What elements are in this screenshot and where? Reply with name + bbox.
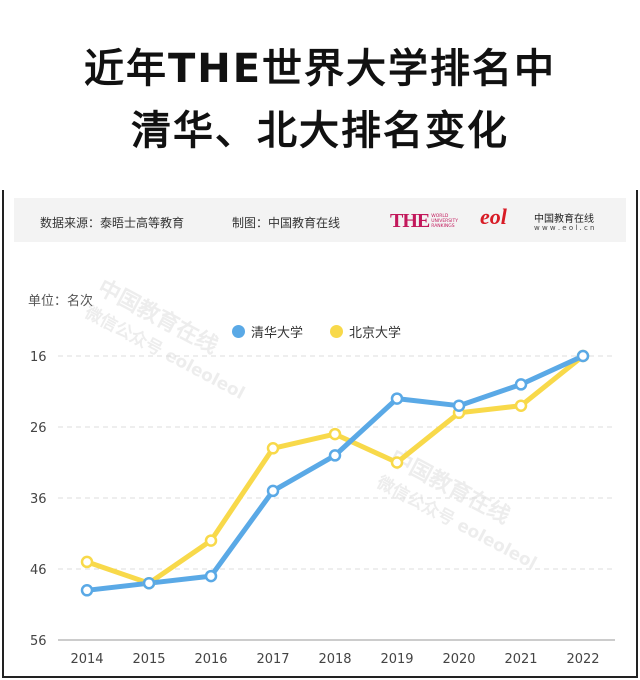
y-tick-label: 56 — [30, 634, 47, 649]
data-point — [514, 378, 528, 391]
title-line-1: 近年THE世界大学排名中 — [83, 46, 557, 92]
x-tick-label: 2015 — [132, 652, 165, 667]
eol-logo-mark: eol — [480, 204, 507, 229]
data-point — [80, 555, 94, 569]
data-point — [390, 456, 404, 469]
the-rankings-logo: THE WORLD UNIVERSITY RANKINGS — [390, 209, 458, 233]
data-point — [266, 442, 280, 455]
the-logo-sub-2: UNIVERSITY — [431, 218, 458, 224]
x-tick-label: 2022 — [566, 652, 599, 667]
y-tick-label: 36 — [30, 492, 47, 507]
the-logo-sub-1: WORLD — [431, 213, 449, 219]
chart-title: 近年THE世界大学排名中 清华、北大排名变化 — [0, 38, 640, 162]
data-point — [328, 449, 342, 462]
x-tick-label: 2014 — [70, 652, 103, 667]
x-tick-label: 2017 — [256, 652, 289, 667]
data-point — [204, 534, 218, 547]
eol-logo-url: w w w . e o l . c n — [534, 224, 595, 232]
x-tick-label: 2021 — [504, 652, 537, 667]
data-point — [204, 569, 218, 583]
data-point — [266, 484, 280, 498]
data-point — [452, 399, 466, 412]
x-tick-label: 2016 — [194, 652, 227, 667]
the-logo-sub-3: RANKINGS — [431, 223, 455, 229]
data-point — [80, 584, 94, 597]
x-tick-label: 2018 — [318, 652, 351, 667]
data-point — [576, 349, 590, 363]
legend-label-tsinghua: 清华大学 — [251, 326, 304, 341]
data-point — [328, 427, 342, 441]
y-tick-label: 16 — [30, 350, 47, 365]
eol-logo-name: 中国教育在线 — [534, 214, 594, 225]
data-point — [514, 399, 528, 412]
source-bar — [14, 198, 626, 242]
legend-label-pku: 北京大学 — [349, 326, 402, 341]
data-point — [390, 392, 404, 405]
the-logo-mark: THE — [390, 209, 430, 232]
legend-item-pku: 北京大学 — [330, 322, 401, 341]
data-source-text: 数据来源：泰晤士高等教育 — [40, 216, 185, 230]
y-unit-label: 单位：名次 — [28, 294, 94, 309]
made-by-text: 制图：中国教育在线 — [232, 216, 341, 230]
y-tick-label: 46 — [30, 563, 47, 578]
x-tick-label: 2020 — [442, 652, 475, 667]
legend-item-tsinghua: 清华大学 — [232, 322, 303, 341]
chart-frame — [2, 190, 638, 678]
legend-swatch-pku — [330, 325, 343, 338]
the-logo-subtext: WORLD UNIVERSITY RANKINGS — [431, 214, 458, 229]
series-line — [84, 353, 586, 593]
data-point — [142, 576, 156, 590]
y-tick-label: 26 — [30, 421, 47, 436]
title-line-2: 清华、北大排名变化 — [131, 108, 509, 154]
x-tick-label: 2019 — [380, 652, 413, 667]
legend-swatch-tsinghua — [232, 325, 245, 338]
